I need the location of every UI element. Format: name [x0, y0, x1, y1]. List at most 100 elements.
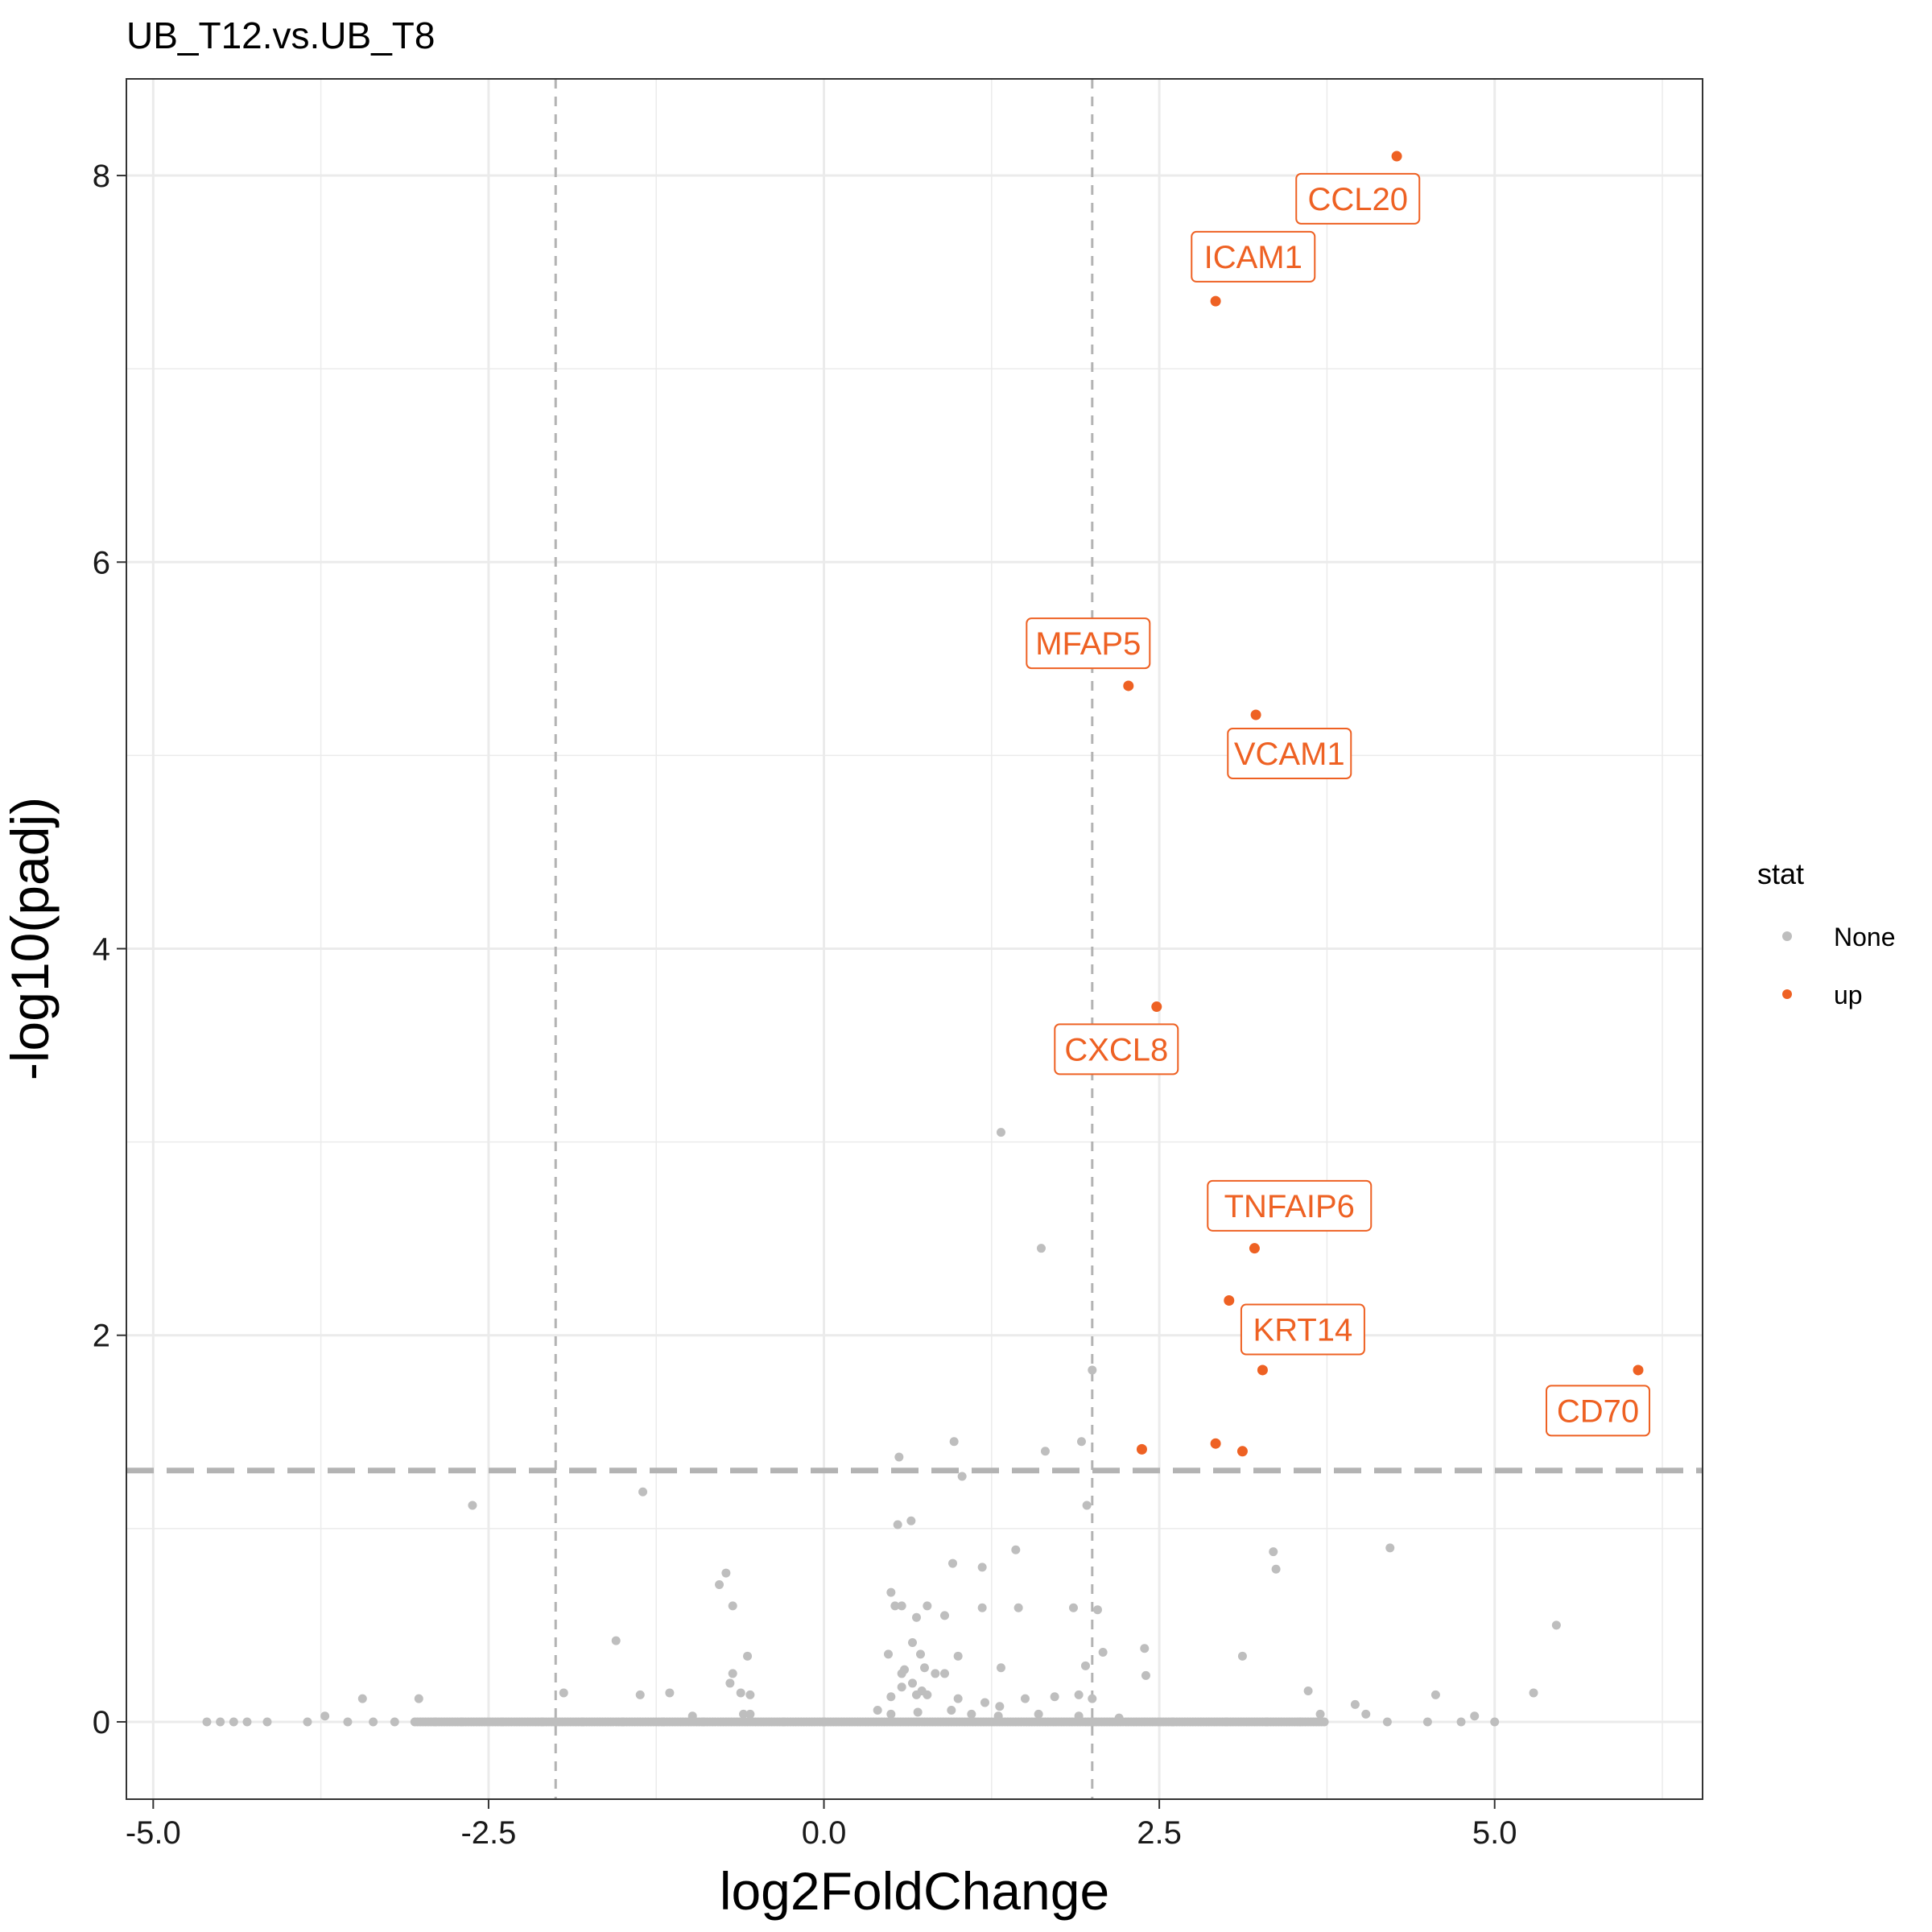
data-point-none [1034, 1709, 1043, 1719]
data-point-none [953, 1694, 963, 1703]
data-point-none [949, 1437, 959, 1447]
data-point-none [687, 1711, 697, 1721]
data-point-none [468, 1501, 477, 1510]
gene-label-box [1227, 727, 1352, 779]
gene-label-text: VCAM1 [1234, 737, 1345, 772]
gene-label-text: CCL20 [1307, 182, 1408, 217]
data-point-up [1151, 1001, 1162, 1013]
data-point-none [320, 1711, 330, 1721]
data-point-none [1382, 1717, 1392, 1727]
legend: stat None up [1757, 857, 1896, 1009]
data-point-none [1140, 1644, 1150, 1653]
data-point-none [739, 1709, 749, 1719]
data-point-none [635, 1690, 645, 1699]
data-point-none [1092, 1605, 1102, 1615]
data-point-none [559, 1688, 568, 1698]
data-point-none [1036, 1244, 1046, 1253]
data-point-none [658, 1717, 668, 1727]
data-point-none [917, 1686, 927, 1696]
data-point-none [1261, 1717, 1271, 1727]
legend-label-up: up [1834, 980, 1863, 1009]
data-point-none [886, 1709, 896, 1719]
gene-label-box [1026, 617, 1151, 670]
data-point-none [897, 1669, 906, 1678]
y-tick-label: 2 [93, 1319, 110, 1354]
gene-label-box [1191, 230, 1316, 283]
data-point-none [1082, 1501, 1092, 1510]
data-point-none [1074, 1690, 1084, 1699]
y-tick-label: 0 [93, 1705, 110, 1740]
legend-key-up [1782, 989, 1792, 999]
data-point-none [884, 1649, 894, 1659]
data-point-none [923, 1601, 932, 1611]
x-tick-label: -2.5 [460, 1815, 516, 1851]
data-point-none [779, 1717, 789, 1727]
data-point-none [919, 1663, 929, 1673]
data-point-none [497, 1717, 507, 1727]
data-point-none [728, 1669, 737, 1678]
data-point-none [369, 1717, 378, 1727]
threshold-lines [126, 79, 1703, 1799]
data-point-none [1237, 1651, 1247, 1661]
x-tick-label: 0.0 [802, 1815, 847, 1851]
data-point-none [886, 1587, 896, 1597]
x-tick-label: 5.0 [1472, 1815, 1517, 1851]
data-point-none [1350, 1699, 1360, 1709]
gene-label-text: CD70 [1557, 1393, 1639, 1429]
data-point-up [1633, 1364, 1644, 1376]
data-point-none [939, 1611, 949, 1620]
data-point-none [578, 1717, 588, 1727]
data-point-none [995, 1702, 1005, 1711]
data-point-none [1011, 1545, 1021, 1554]
legend-label-none: None [1834, 923, 1896, 952]
x-axis: -5.0 -2.5 0.0 2.5 5.0 [126, 1799, 1517, 1851]
data-point-none [1068, 1603, 1078, 1612]
data-point-none [538, 1717, 547, 1727]
data-point-none [873, 1706, 882, 1715]
points-none [202, 1128, 1561, 1727]
data-point-none [947, 1558, 957, 1568]
data-point-none [915, 1649, 925, 1659]
data-point-none [1490, 1717, 1500, 1727]
data-point-none [931, 1669, 940, 1678]
y-tick-label: 4 [93, 932, 110, 968]
data-point-none [1141, 1670, 1150, 1680]
data-point-none [1114, 1713, 1124, 1723]
data-point-none [947, 1706, 956, 1715]
data-point-none [457, 1717, 467, 1727]
legend-key-none [1782, 931, 1792, 941]
data-point-none [886, 1692, 896, 1702]
data-point-none [1080, 1661, 1090, 1670]
y-tick-label: 6 [93, 545, 110, 580]
gene-label-text: KRT14 [1253, 1313, 1353, 1348]
gene-label-text: CXCL8 [1064, 1032, 1168, 1067]
data-point-none [618, 1717, 628, 1727]
data-point-none [908, 1678, 918, 1688]
data-point-up [1257, 1364, 1268, 1376]
grid-major [126, 79, 1703, 1799]
data-point-none [1422, 1717, 1432, 1727]
data-point-none [1076, 1437, 1086, 1447]
data-point-none [1020, 1694, 1030, 1703]
data-point-none [357, 1694, 367, 1703]
gene-label-text: TNFAIP6 [1224, 1189, 1355, 1224]
data-point-up [1210, 1438, 1221, 1449]
data-point-up [1123, 680, 1134, 691]
data-point-none [1050, 1692, 1059, 1702]
data-point-none [638, 1487, 648, 1496]
data-point-none [1529, 1688, 1538, 1698]
data-point-none [1269, 1547, 1278, 1557]
x-tick-label: 2.5 [1137, 1815, 1182, 1851]
data-point-none [897, 1682, 906, 1692]
data-point-none [906, 1516, 916, 1525]
data-point-none [1271, 1564, 1281, 1574]
data-point-none [1168, 1717, 1178, 1727]
data-point-up [1391, 151, 1402, 162]
chart-title: UB_T12.vs.UB_T8 [126, 14, 435, 56]
data-point-none [728, 1601, 737, 1611]
data-point-none [743, 1651, 753, 1661]
data-point-none [1456, 1717, 1466, 1727]
data-point-none [1295, 1717, 1305, 1727]
